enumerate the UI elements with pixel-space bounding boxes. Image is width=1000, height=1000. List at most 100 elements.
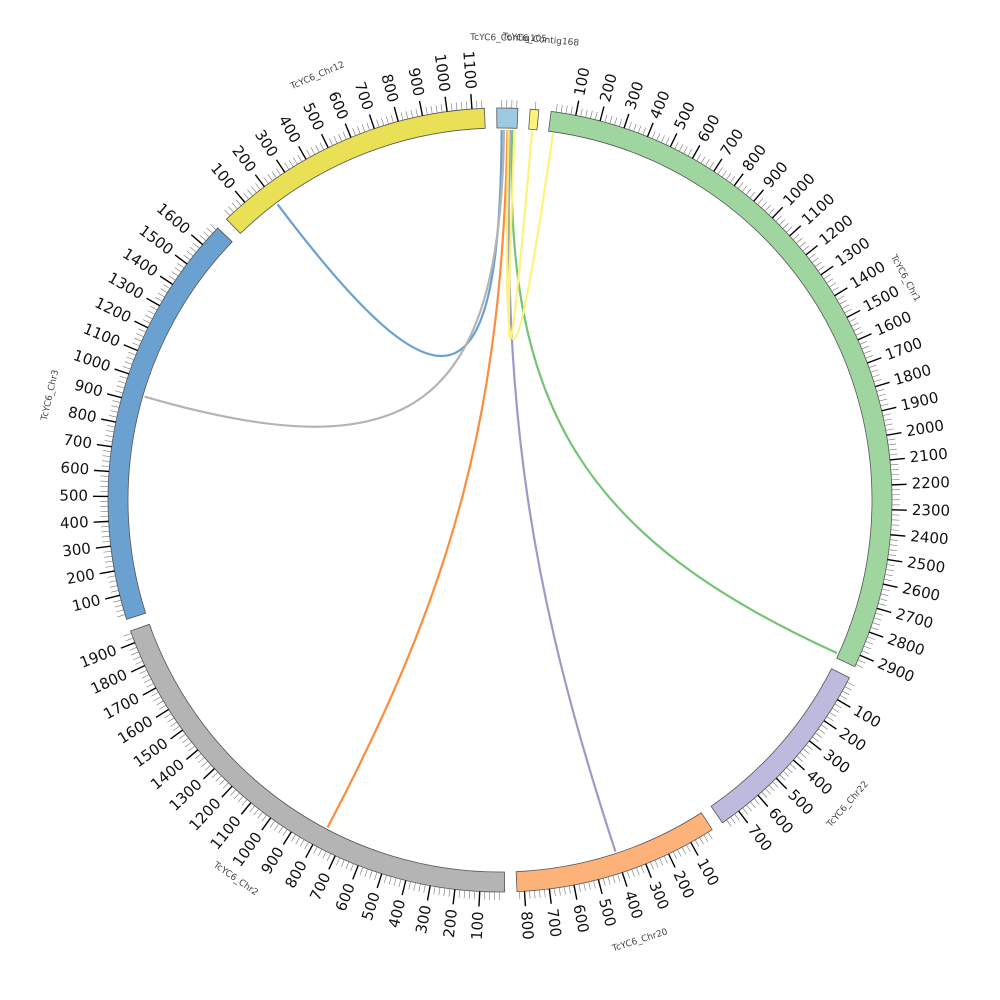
tick-label: 900 — [759, 158, 791, 191]
major-tick — [886, 432, 902, 436]
segment-chr20 — [515, 812, 713, 893]
major-tick — [99, 570, 115, 575]
minor-tick — [104, 560, 113, 563]
minor-tick — [861, 650, 870, 655]
minor-tick — [108, 415, 117, 418]
minor-tick — [463, 890, 466, 899]
tick-label: 300 — [820, 746, 854, 778]
major-tick — [867, 357, 882, 364]
minor-tick — [883, 578, 892, 582]
minor-tick — [352, 128, 356, 136]
major-tick — [203, 768, 215, 780]
tick-label: 700 — [543, 908, 564, 939]
minor-tick — [823, 274, 831, 280]
minor-tick — [863, 645, 872, 650]
minor-tick — [887, 438, 896, 441]
major-tick — [808, 740, 822, 751]
minor-tick — [612, 875, 616, 884]
minor-tick — [104, 555, 113, 558]
major-tick — [478, 891, 481, 907]
major-tick — [452, 889, 456, 905]
minor-tick — [802, 245, 810, 252]
minor-tick — [415, 108, 418, 117]
minor-tick — [455, 102, 458, 111]
minor-tick — [317, 848, 323, 857]
minor-tick — [103, 450, 112, 452]
minor-tick — [839, 300, 847, 305]
minor-tick — [326, 853, 331, 861]
segment-chr22 — [710, 668, 850, 824]
minor-tick — [806, 744, 813, 750]
link-outline-2 — [327, 130, 508, 828]
minor-tick — [696, 153, 702, 162]
segment-ctg168 — [528, 108, 540, 131]
minor-tick — [336, 857, 341, 866]
major-tick — [123, 344, 138, 352]
minor-tick — [811, 257, 819, 263]
major-tick — [789, 225, 802, 237]
major-tick — [887, 558, 903, 563]
minor-tick — [288, 160, 294, 168]
tick-label: 600 — [569, 903, 592, 935]
minor-tick — [269, 820, 275, 828]
minor-tick — [100, 526, 109, 528]
major-tick — [185, 749, 199, 760]
minor-tick — [271, 171, 277, 179]
minor-tick — [418, 883, 421, 892]
minor-tick — [637, 125, 642, 134]
link-ctg105-chr3 — [144, 130, 506, 428]
major-tick — [305, 844, 314, 858]
major-tick — [597, 879, 603, 895]
minor-tick — [233, 792, 240, 800]
minor-tick — [814, 261, 822, 267]
minor-tick — [768, 208, 775, 215]
minor-tick — [796, 237, 803, 244]
minor-tick — [555, 104, 558, 113]
minor-tick — [228, 206, 234, 213]
minor-tick — [115, 609, 124, 613]
minor-tick — [779, 219, 786, 226]
minor-tick — [890, 463, 899, 466]
major-tick — [134, 320, 149, 329]
minor-tick — [186, 250, 194, 257]
minor-tick — [102, 540, 111, 543]
tick-label: 400 — [275, 112, 305, 146]
minor-tick — [322, 851, 327, 859]
major-tick — [155, 708, 170, 719]
tick-label: 1100 — [81, 320, 123, 351]
minor-tick — [707, 832, 713, 840]
minor-tick — [872, 622, 881, 626]
link-outline-4 — [511, 130, 838, 654]
minor-tick — [799, 752, 807, 758]
minor-tick — [189, 246, 197, 253]
minor-tick — [663, 855, 668, 864]
tick-label: 400 — [803, 766, 836, 798]
tick-label: 2800 — [885, 630, 927, 660]
minor-tick — [672, 851, 677, 860]
link-ctg105-chr20 — [507, 130, 617, 852]
segments-layer — [107, 107, 893, 893]
tick-label: 2100 — [909, 445, 949, 467]
minor-tick — [267, 174, 273, 181]
minor-tick — [831, 286, 839, 292]
minor-tick — [134, 337, 142, 342]
minor-tick — [529, 890, 531, 899]
tick-label: 800 — [739, 141, 771, 175]
minor-tick — [607, 876, 611, 885]
minor-tick — [274, 823, 280, 831]
minor-tick — [604, 114, 608, 123]
minor-tick — [853, 327, 861, 332]
minor-tick — [628, 122, 632, 130]
minor-tick — [717, 167, 723, 175]
minor-tick — [826, 278, 834, 284]
minor-tick — [179, 733, 186, 740]
minor-tick — [609, 115, 613, 124]
tick-label: 300 — [412, 904, 435, 935]
minor-tick — [182, 737, 189, 744]
minor-tick — [304, 841, 309, 850]
minor-tick — [390, 114, 394, 123]
minor-tick — [878, 603, 886, 606]
major-tick — [95, 545, 111, 549]
major-tick — [823, 720, 837, 730]
tick-label: 700 — [717, 125, 748, 159]
